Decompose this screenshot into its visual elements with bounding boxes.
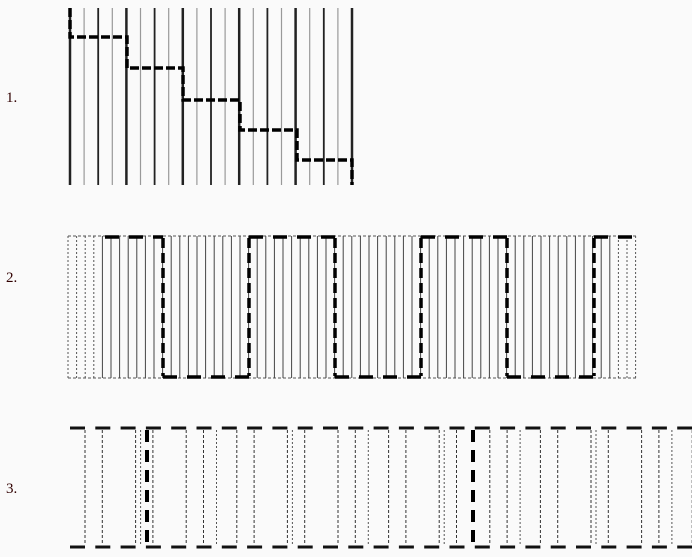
figure-label-3: 3.: [6, 481, 18, 497]
figure-label-2: 2.: [6, 270, 18, 286]
figure-label-1: 1.: [6, 90, 18, 106]
panel-3-ibeam-pattern: [70, 426, 692, 549]
panel-1-staircase: [68, 8, 354, 185]
panel-2-box-pattern: [67, 235, 637, 379]
staircase-path: [68, 8, 354, 185]
